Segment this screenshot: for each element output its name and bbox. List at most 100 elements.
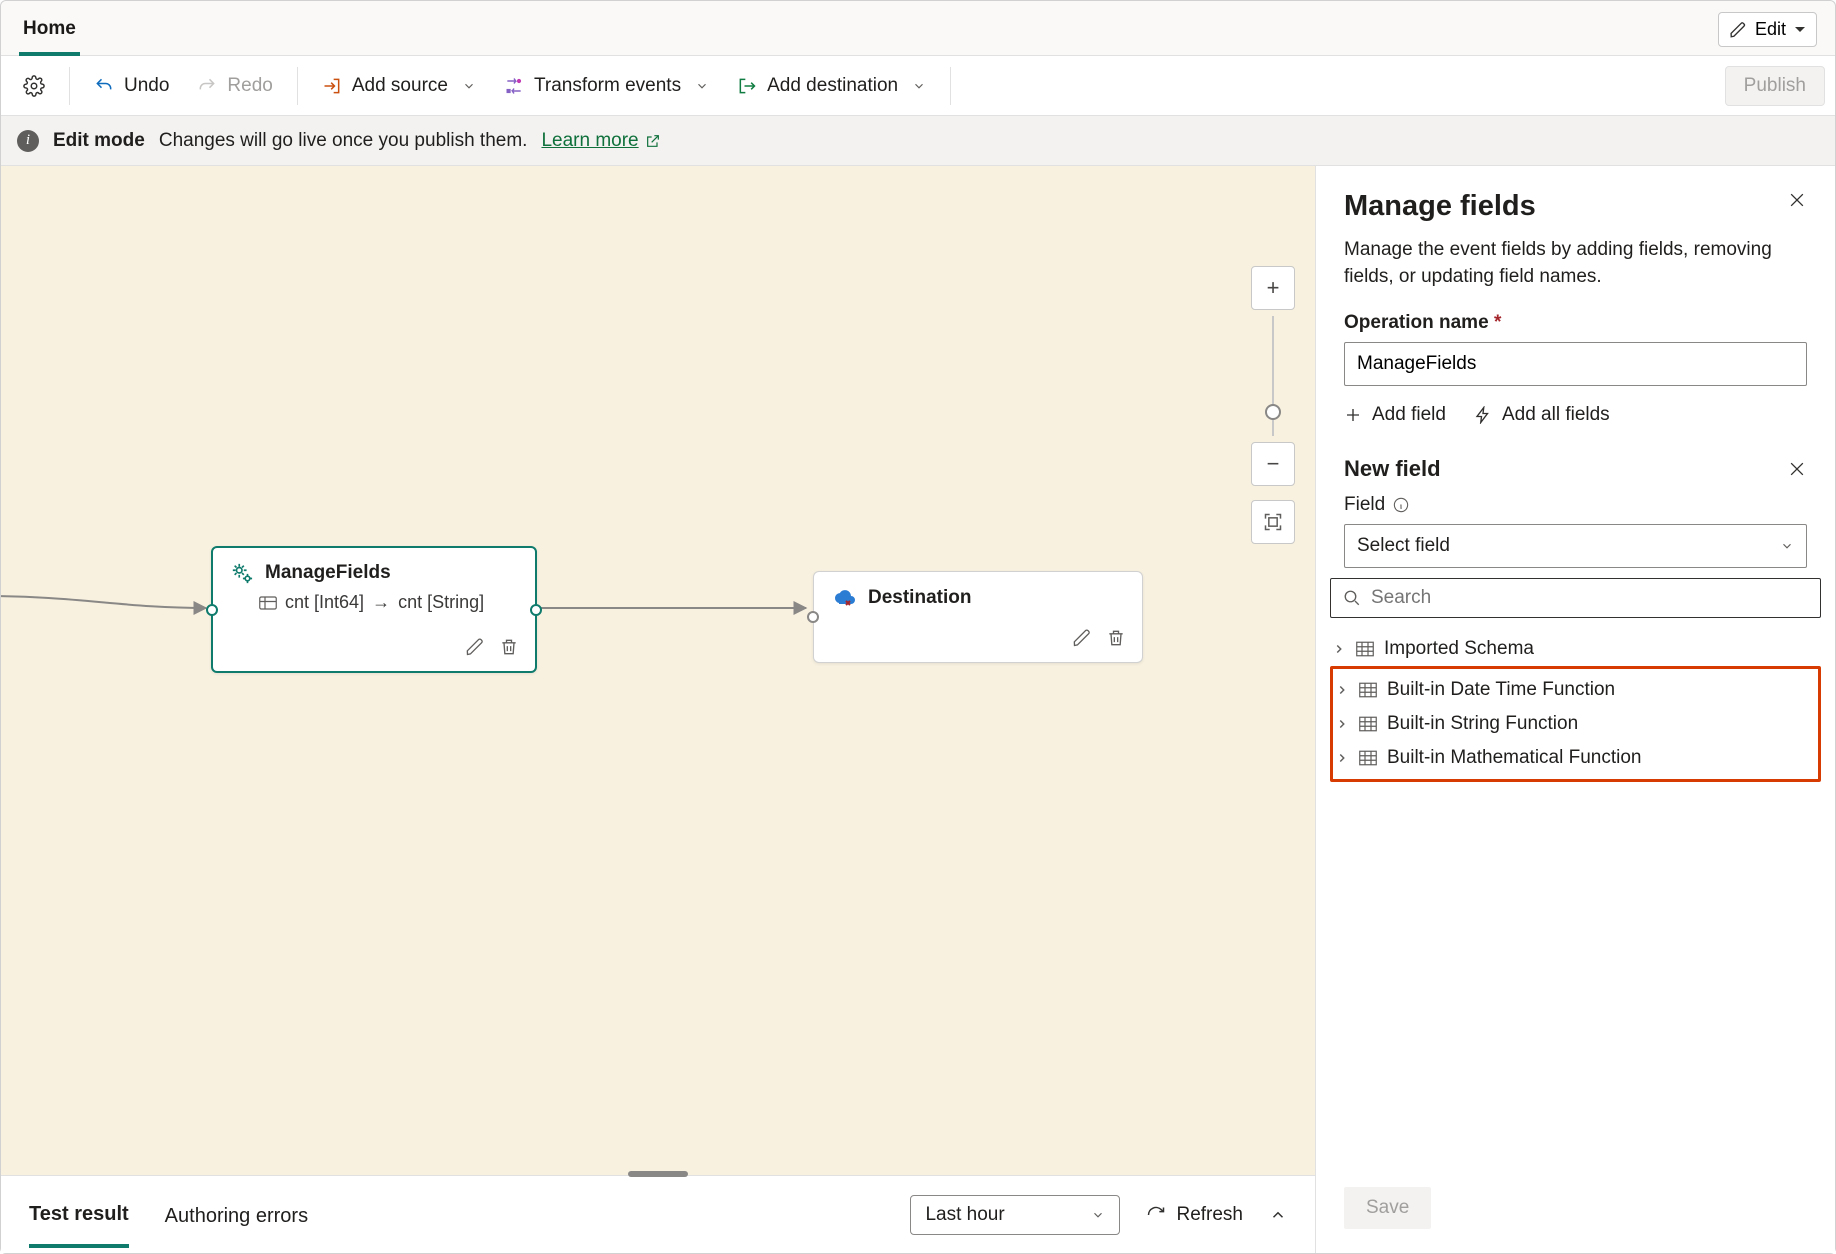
side-panel: Manage fields Manage the event fields by… (1315, 166, 1835, 1253)
plus-icon (1344, 406, 1362, 424)
chevron-down-icon (1780, 539, 1794, 553)
edit-button-label: Edit (1755, 19, 1786, 40)
flow-wires (1, 166, 1315, 1175)
redo-button: Redo (185, 67, 284, 105)
zoom-out-button[interactable]: − (1251, 442, 1295, 486)
info-bar: i Edit mode Changes will go live once yo… (1, 116, 1835, 166)
learn-more-link[interactable]: Learn more (541, 130, 660, 152)
tab-authoring-errors[interactable]: Authoring errors (165, 1183, 308, 1246)
trash-icon[interactable] (1106, 628, 1126, 648)
operation-name-input[interactable] (1344, 342, 1807, 386)
save-button: Save (1344, 1187, 1431, 1229)
tree-imported-schema[interactable]: Imported Schema (1330, 632, 1821, 666)
operation-name-label: Operation name * (1344, 312, 1807, 334)
chevron-right-icon (1335, 717, 1349, 731)
redo-label: Redo (227, 75, 272, 97)
add-destination-button[interactable]: Add destination (725, 67, 938, 105)
canvas-controls: + − (1251, 266, 1295, 544)
tree-item-label: Imported Schema (1384, 638, 1534, 660)
time-range-value: Last hour (925, 1204, 1004, 1226)
chevron-down-icon (912, 79, 926, 93)
info-message: Changes will go live once you publish th… (159, 130, 528, 152)
table-icon (1356, 641, 1374, 657)
chevron-down-icon (1091, 1208, 1105, 1222)
edit-mode-label: Edit mode (53, 130, 145, 152)
tab-bar: Home Edit (1, 1, 1835, 56)
tree-item-label: Built-in Mathematical Function (1387, 747, 1642, 769)
search-icon (1343, 589, 1361, 607)
port-out[interactable] (530, 604, 542, 616)
refresh-icon (1146, 1205, 1166, 1225)
transform-icon (504, 76, 524, 96)
chevron-down-icon (695, 79, 709, 93)
bottom-panel: Test result Authoring errors Last hour R… (1, 1175, 1315, 1253)
toolbar: Undo Redo Add source Transform events Ad… (1, 56, 1835, 116)
pencil-icon[interactable] (1072, 628, 1092, 648)
learn-more-text: Learn more (541, 130, 638, 152)
undo-button[interactable]: Undo (82, 67, 181, 105)
field-tree: Imported Schema Built-in Date Time Funct… (1330, 632, 1821, 782)
zoom-thumb[interactable] (1265, 404, 1281, 420)
new-field-heading: New field (1344, 456, 1441, 482)
source-icon (322, 76, 342, 96)
highlighted-functions: Built-in Date Time Function Built-in Str… (1330, 666, 1821, 782)
cloud-db-icon (832, 586, 856, 610)
chevron-up-icon[interactable] (1269, 1206, 1287, 1224)
zoom-slider[interactable] (1272, 316, 1274, 436)
panel-title: Manage fields (1344, 190, 1536, 223)
info-icon: i (17, 130, 39, 152)
edit-button[interactable]: Edit (1718, 12, 1817, 47)
add-field-label: Add field (1372, 404, 1446, 426)
chevron-right-icon (1332, 642, 1346, 656)
table-icon (1359, 716, 1377, 732)
tree-string-functions[interactable]: Built-in String Function (1333, 707, 1818, 741)
close-icon[interactable] (1787, 190, 1807, 210)
canvas-area[interactable]: ManageFields cnt [Int64] → cnt [String] (1, 166, 1315, 1253)
node-title: ManageFields (265, 562, 391, 584)
trash-icon[interactable] (499, 637, 519, 657)
refresh-button[interactable]: Refresh (1138, 1200, 1251, 1230)
arrow-icon: → (372, 592, 390, 613)
add-destination-label: Add destination (767, 75, 898, 97)
tree-math-functions[interactable]: Built-in Mathematical Function (1333, 741, 1818, 775)
schema-icon (259, 596, 277, 610)
schema-from: cnt [Int64] (285, 592, 364, 613)
schema-to: cnt [String] (398, 592, 484, 613)
node-destination[interactable]: Destination (813, 571, 1143, 663)
external-link-icon (645, 133, 661, 149)
port-in[interactable] (807, 611, 819, 623)
chevron-right-icon (1335, 683, 1349, 697)
field-select[interactable]: Select field (1344, 524, 1807, 568)
add-all-fields-button[interactable]: Add all fields (1474, 404, 1610, 426)
table-icon (1359, 682, 1377, 698)
add-source-button[interactable]: Add source (310, 67, 488, 105)
tab-test-result[interactable]: Test result (29, 1181, 129, 1248)
info-icon[interactable] (1393, 497, 1409, 513)
transform-events-button[interactable]: Transform events (492, 67, 721, 105)
node-title: Destination (868, 587, 971, 609)
pencil-icon[interactable] (465, 637, 485, 657)
settings-button[interactable] (11, 67, 57, 105)
table-icon (1359, 750, 1377, 766)
fit-to-screen-button[interactable] (1251, 500, 1295, 544)
fit-icon (1263, 512, 1283, 532)
port-in[interactable] (206, 604, 218, 616)
zoom-in-button[interactable]: + (1251, 266, 1295, 310)
chevron-right-icon (1335, 751, 1349, 765)
time-range-select[interactable]: Last hour (910, 1195, 1120, 1235)
tree-item-label: Built-in String Function (1387, 713, 1578, 735)
undo-label: Undo (124, 75, 169, 97)
publish-button: Publish (1725, 66, 1825, 106)
transform-label: Transform events (534, 75, 681, 97)
node-manage-fields[interactable]: ManageFields cnt [Int64] → cnt [String] (211, 546, 537, 673)
field-search-input[interactable] (1371, 587, 1808, 609)
pencil-icon (1729, 21, 1747, 39)
lightning-icon (1474, 406, 1492, 424)
field-search[interactable] (1330, 578, 1821, 618)
tree-datetime-functions[interactable]: Built-in Date Time Function (1333, 673, 1818, 707)
tab-home[interactable]: Home (19, 4, 80, 56)
add-all-label: Add all fields (1502, 404, 1610, 426)
add-field-button[interactable]: Add field (1344, 404, 1446, 426)
caret-down-icon (1794, 24, 1806, 36)
close-icon[interactable] (1787, 459, 1807, 479)
